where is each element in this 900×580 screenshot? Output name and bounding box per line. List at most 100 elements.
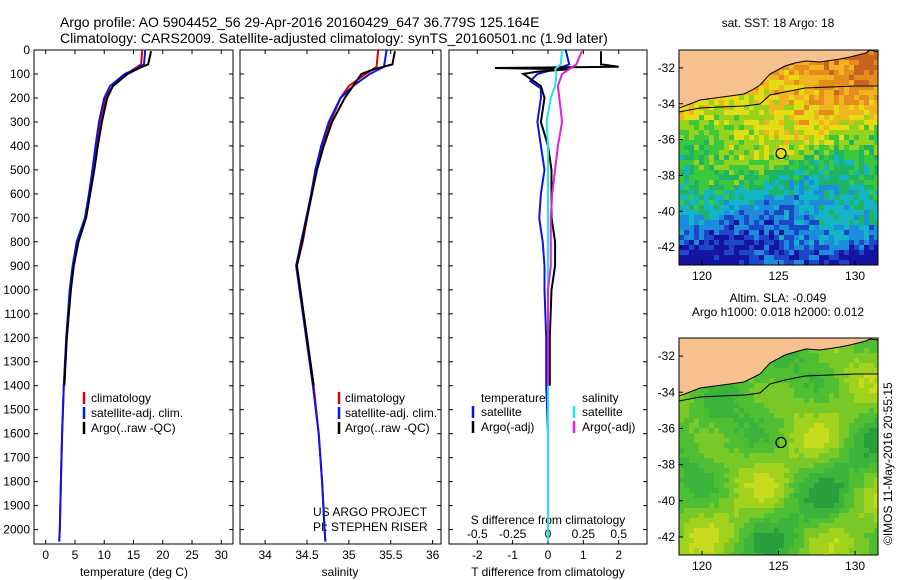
sla-cell [769, 503, 774, 508]
sla-cell [794, 543, 799, 548]
sla-cell [829, 488, 834, 493]
sst-cell [814, 70, 819, 75]
sla-cell [754, 503, 759, 508]
sst-cell [844, 70, 849, 75]
sla-cell [704, 478, 709, 483]
sla-cell [714, 418, 719, 423]
sst-cell [699, 120, 704, 125]
sst-cell [739, 240, 744, 245]
sst-cell [724, 110, 729, 115]
sla-cell [689, 493, 694, 498]
sst-cell [709, 245, 714, 250]
sst-cell [704, 225, 709, 230]
sla-cell [829, 363, 834, 368]
sla-cell [814, 438, 819, 443]
sst-cell [694, 130, 699, 135]
sst-cell [719, 200, 724, 205]
sst-cell [759, 170, 764, 175]
sla-cell [784, 428, 789, 433]
sla-argo-marker [775, 436, 787, 449]
sst-cell [754, 140, 759, 145]
sla-cell [834, 553, 839, 555]
sst-cell [829, 240, 834, 245]
sst-cell [854, 210, 859, 215]
sla-cell [849, 393, 854, 398]
sst-cell [799, 100, 804, 105]
sla-cell [794, 548, 799, 553]
sst-cell [724, 160, 729, 165]
sla-cell [689, 523, 694, 528]
sst-cell [839, 160, 844, 165]
sla-cell [819, 358, 824, 363]
sst-cell [794, 75, 799, 80]
sla-cell [814, 433, 819, 438]
sla-cell [769, 398, 774, 403]
sst-cell [679, 210, 684, 215]
sst-cell [839, 100, 844, 105]
sst-cell [769, 105, 774, 110]
sla-cell [759, 513, 764, 518]
sst-cell [734, 260, 739, 265]
sst-cell [809, 260, 814, 265]
sst-cell [704, 160, 709, 165]
sla-cell [764, 468, 769, 473]
sla-cell [714, 553, 719, 555]
depth-tick-label: 1200 [3, 331, 30, 345]
sla-cell [854, 498, 859, 503]
sst-cell [874, 50, 878, 55]
sla-cell [784, 363, 789, 368]
sst-cell [774, 220, 779, 225]
sst-cell [809, 95, 814, 100]
sla-cell [864, 458, 869, 463]
sla-cell [754, 388, 759, 393]
sla-cell [734, 528, 739, 533]
sla-cell [704, 473, 709, 478]
sst-cell [694, 195, 699, 200]
sst-cell [724, 155, 729, 160]
sst-cell [699, 145, 704, 150]
sst-cell [744, 125, 749, 130]
sst-cell [794, 235, 799, 240]
sla-cell [849, 503, 854, 508]
sla-cell [749, 498, 754, 503]
sst-cell [809, 235, 814, 240]
sla-cell [834, 468, 839, 473]
sst-cell [779, 145, 784, 150]
sla-cell [794, 468, 799, 473]
sst-cell [759, 130, 764, 135]
sst-cell [864, 200, 869, 205]
sla-cell [789, 423, 794, 428]
sla-cell [799, 423, 804, 428]
sla-cell [714, 433, 719, 438]
sst-cell [749, 120, 754, 125]
sla-cell [819, 458, 824, 463]
sst-cell [724, 255, 729, 260]
sst-cell [774, 215, 779, 220]
sla-cell [844, 453, 849, 458]
sla-cell [749, 453, 754, 458]
sst-cell [849, 180, 854, 185]
sla-cell [824, 543, 829, 548]
sla-cell [679, 538, 684, 543]
sla-cell [679, 453, 684, 458]
sst-cell [769, 145, 774, 150]
sst-cell [779, 180, 784, 185]
sla-cell [714, 463, 719, 468]
sst-cell [784, 90, 789, 95]
sla-cell [754, 413, 759, 418]
sla-cell [734, 478, 739, 483]
sla-cell [689, 488, 694, 493]
sst-cell [699, 140, 704, 145]
sla-cell [744, 408, 749, 413]
sla-cell [809, 553, 814, 555]
sla-cell [764, 488, 769, 493]
sla-cell [824, 433, 829, 438]
sla-cell [844, 443, 849, 448]
sst-cell [849, 115, 854, 120]
sst-cell [699, 170, 704, 175]
sst-cell [809, 210, 814, 215]
sst-cell [794, 185, 799, 190]
sla-cell [839, 543, 844, 548]
sla-cell [689, 418, 694, 423]
sla-cell [749, 383, 754, 388]
